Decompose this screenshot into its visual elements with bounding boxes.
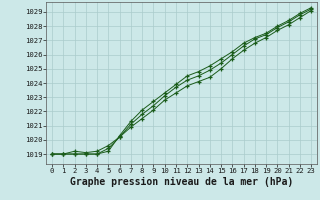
X-axis label: Graphe pression niveau de la mer (hPa): Graphe pression niveau de la mer (hPa): [70, 177, 293, 187]
